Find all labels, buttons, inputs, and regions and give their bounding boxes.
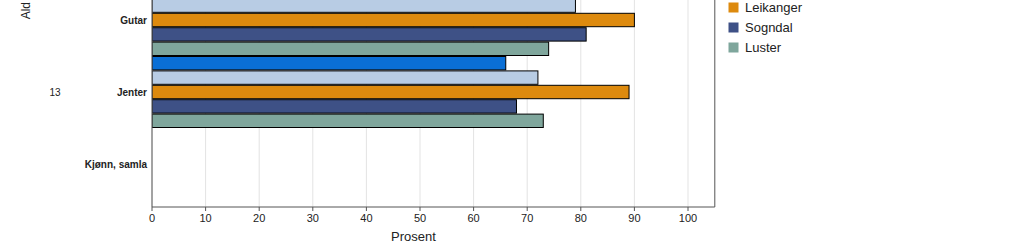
tick-label: 50 bbox=[414, 212, 426, 224]
category-label: Gutar bbox=[120, 15, 147, 26]
tick bbox=[420, 207, 421, 211]
legend-swatch bbox=[729, 3, 738, 12]
chart: 0 10 20 30 40 50 60 70 80 90 100 Gutar Jenter Kjønn, … bbox=[0, 0, 1022, 252]
bar bbox=[152, 57, 506, 70]
tick bbox=[527, 207, 528, 211]
bar bbox=[152, 13, 634, 26]
tick bbox=[312, 207, 313, 211]
category-label: Jenter bbox=[117, 87, 147, 98]
annotation: 13 bbox=[49, 87, 61, 98]
x-axis-label: Prosent bbox=[391, 229, 436, 244]
bar bbox=[152, 42, 549, 55]
bar bbox=[152, 100, 516, 113]
bars bbox=[152, 0, 634, 128]
legend-label: Sogndal bbox=[745, 20, 793, 35]
tick-label: 20 bbox=[253, 212, 265, 224]
tick-label: 100 bbox=[679, 212, 697, 224]
grid-line bbox=[688, 0, 689, 207]
tick-label: 90 bbox=[628, 212, 640, 224]
legend-label: Leikanger bbox=[745, 0, 803, 15]
legend-swatch bbox=[729, 23, 738, 32]
category-label: Kjønn, samla bbox=[85, 159, 148, 170]
x-axis bbox=[152, 207, 715, 208]
legend-swatch bbox=[729, 43, 738, 52]
tick-label: 0 bbox=[149, 212, 155, 224]
y-axis-label: Ald bbox=[19, 2, 33, 19]
bar bbox=[152, 85, 629, 98]
bar bbox=[152, 114, 543, 127]
tick bbox=[473, 207, 474, 211]
tick-label: 30 bbox=[307, 212, 319, 224]
y-axis bbox=[152, 0, 153, 207]
tick-label: 40 bbox=[360, 212, 372, 224]
tick bbox=[152, 207, 153, 211]
tick-label: 70 bbox=[521, 212, 533, 224]
bar bbox=[152, 71, 538, 84]
tick bbox=[205, 207, 206, 211]
grid-line bbox=[152, 0, 153, 207]
tick bbox=[634, 207, 635, 211]
tick bbox=[580, 207, 581, 211]
legend-label: Luster bbox=[745, 40, 782, 55]
tick-label: 60 bbox=[467, 212, 479, 224]
tick bbox=[366, 207, 367, 211]
grid-line bbox=[634, 0, 635, 207]
tick bbox=[259, 207, 260, 211]
bar bbox=[152, 28, 586, 41]
tick-label: 10 bbox=[199, 212, 211, 224]
bar bbox=[152, 0, 575, 12]
frame bbox=[714, 0, 715, 207]
tick bbox=[688, 207, 689, 211]
tick-label: 80 bbox=[575, 212, 587, 224]
